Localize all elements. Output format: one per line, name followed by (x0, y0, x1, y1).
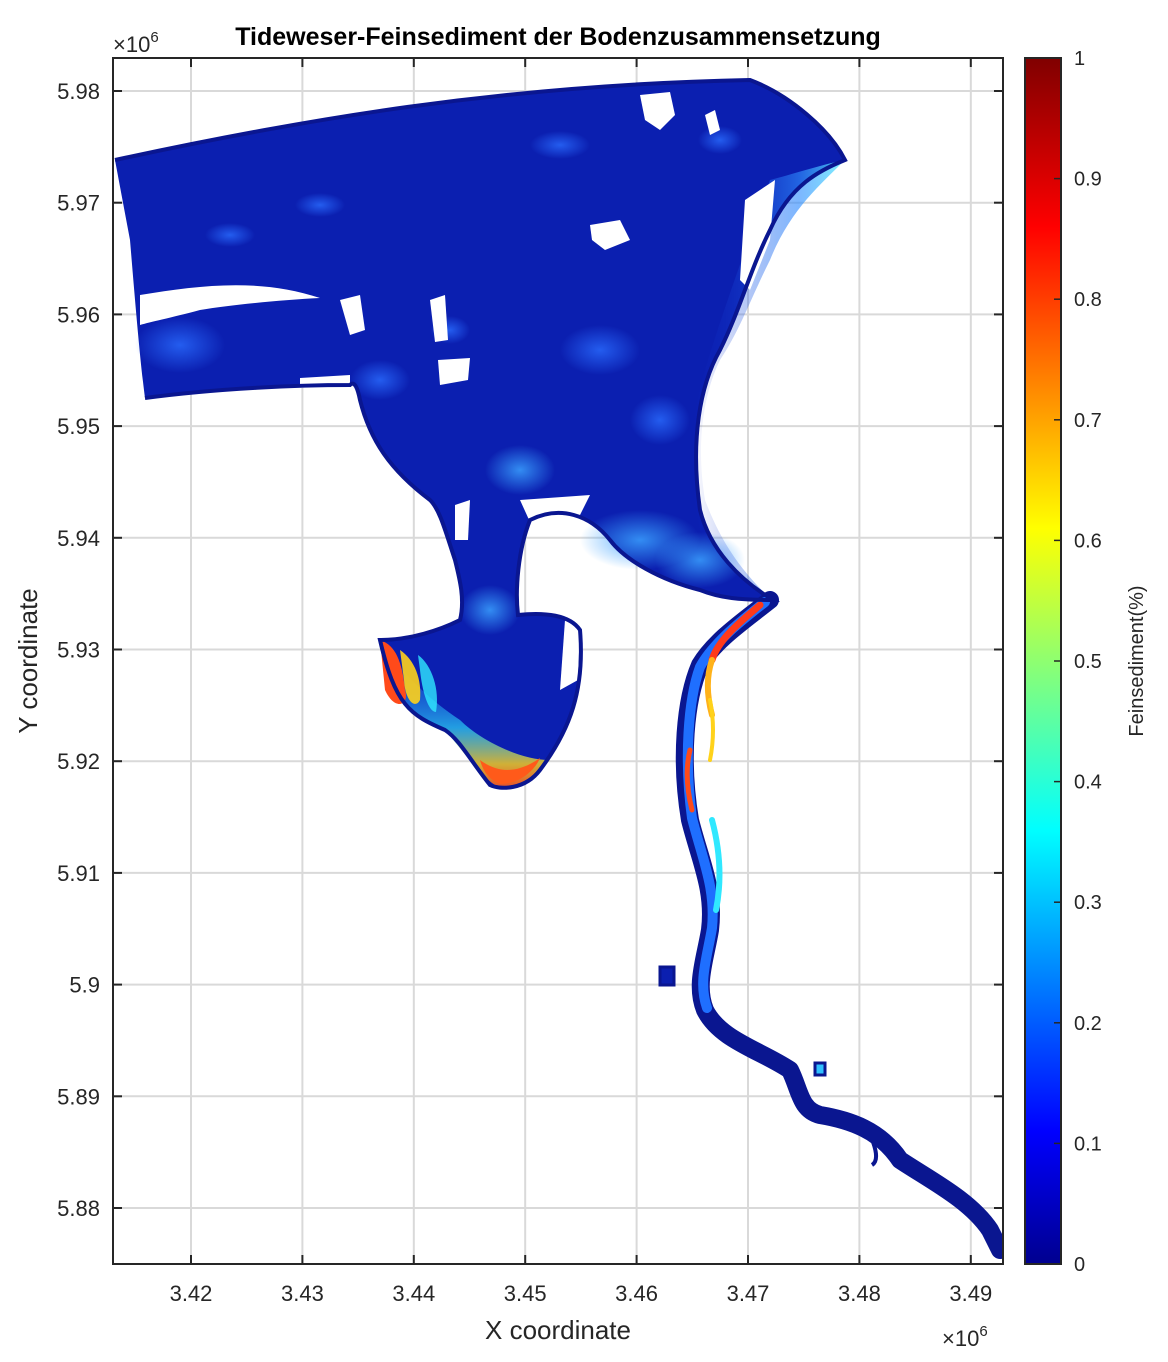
sediment-map (114, 77, 1003, 1259)
estuary-water-body (115, 80, 845, 788)
patch (135, 317, 225, 373)
y-tick-label: 5.96 (57, 302, 100, 327)
bay-west-edge (380, 640, 406, 704)
x-tick-label: 3.49 (949, 1281, 992, 1306)
river-fine-sediment (708, 601, 764, 664)
x-multiplier-base: ×10 (942, 1326, 979, 1351)
colorbar-ticks: 1 0.9 0.8 0.7 0.6 0.5 0.4 0.3 0.2 0.1 0 (1054, 48, 1102, 1276)
river-fine-sediment (684, 747, 695, 813)
colorbar-tick-label: 0.8 (1074, 289, 1102, 311)
harbour-box (658, 965, 676, 987)
y-tick-label: 5.9 (69, 973, 100, 998)
x-tick-label: 3.43 (281, 1281, 324, 1306)
x-tick-label: 3.48 (838, 1281, 881, 1306)
harbour-box (813, 1061, 827, 1077)
x-tick-label: 3.45 (504, 1281, 547, 1306)
x-tick-label: 3.46 (615, 1281, 658, 1306)
y-tick-label: 5.95 (57, 414, 100, 439)
colorbar-tick-label: 0.7 (1074, 410, 1102, 432)
colorbar-label: Feinsediment(%) (1126, 585, 1148, 736)
patch (530, 131, 590, 159)
river-fine-sediment (709, 817, 723, 913)
colorbar-tick-label: 0.2 (1074, 1013, 1102, 1035)
river-fine-sediment (708, 698, 715, 762)
y-axis-label: Y coordinate (13, 588, 43, 734)
bay-west-edge-yellow (400, 650, 421, 704)
x-tick-label: 3.44 (392, 1281, 435, 1306)
x-axis-label: X coordinate (485, 1315, 631, 1345)
patch (698, 126, 742, 154)
y-tick-label: 5.89 (57, 1084, 100, 1109)
colorbar-tick-label: 1 (1074, 48, 1085, 70)
x-tick-label: 3.42 (170, 1281, 213, 1306)
side-channel (866, 1129, 879, 1167)
colorbar-tick-label: 0.9 (1074, 169, 1102, 191)
y-tick-label: 5.93 (57, 638, 100, 663)
x-multiplier-exp: 6 (979, 1323, 987, 1340)
y-multiplier-exp: 6 (150, 29, 158, 46)
y-multiplier-base: ×10 (113, 32, 150, 57)
patch (560, 325, 640, 375)
bay-south-edge (480, 758, 540, 784)
patch (350, 360, 410, 400)
x-axis-ticks: 3.42 3.43 3.44 3.45 3.46 3.47 3.48 3.49 (170, 58, 992, 1306)
patch (460, 585, 520, 635)
y-axis-ticks: 5.98 5.97 5.96 5.95 5.94 5.93 5.92 5.91 5.9 5.89 5… (57, 79, 1003, 1221)
bay-west-edge-cyan (418, 655, 438, 712)
patch (295, 193, 345, 217)
river-channel-inner (682, 597, 770, 1013)
colorbar-tick-label: 0.3 (1074, 892, 1102, 914)
estuary-outline (114, 77, 848, 790)
y-tick-label: 5.98 (57, 79, 100, 104)
y-tick-label: 5.91 (57, 861, 100, 886)
y-tick-label: 5.94 (57, 526, 100, 551)
y-axis-multiplier: ×106 (113, 29, 159, 57)
colorbar-tick-label: 0.6 (1074, 530, 1102, 552)
y-tick-label: 5.92 (57, 749, 100, 774)
chart-title: Tideweser-Feinsediment der Bodenzusammen… (235, 23, 881, 51)
east-shore-band (690, 160, 845, 598)
y-tick-label: 5.97 (57, 191, 100, 216)
colorbar-tick-label: 0.1 (1074, 1133, 1102, 1155)
x-tick-label: 3.47 (727, 1281, 770, 1306)
axes-frame (112, 57, 1004, 1265)
colorbar-tick-label: 0 (1074, 1254, 1085, 1276)
x-axis-multiplier: ×106 (942, 1323, 988, 1351)
patch (485, 445, 555, 495)
y-tick-label: 5.88 (57, 1196, 100, 1221)
bay-high-sediment (380, 640, 550, 786)
patch (630, 395, 690, 445)
colorbar-tick-label: 0.5 (1074, 651, 1102, 673)
colorbar-tick-label: 0.4 (1074, 772, 1102, 794)
patch (205, 223, 255, 247)
